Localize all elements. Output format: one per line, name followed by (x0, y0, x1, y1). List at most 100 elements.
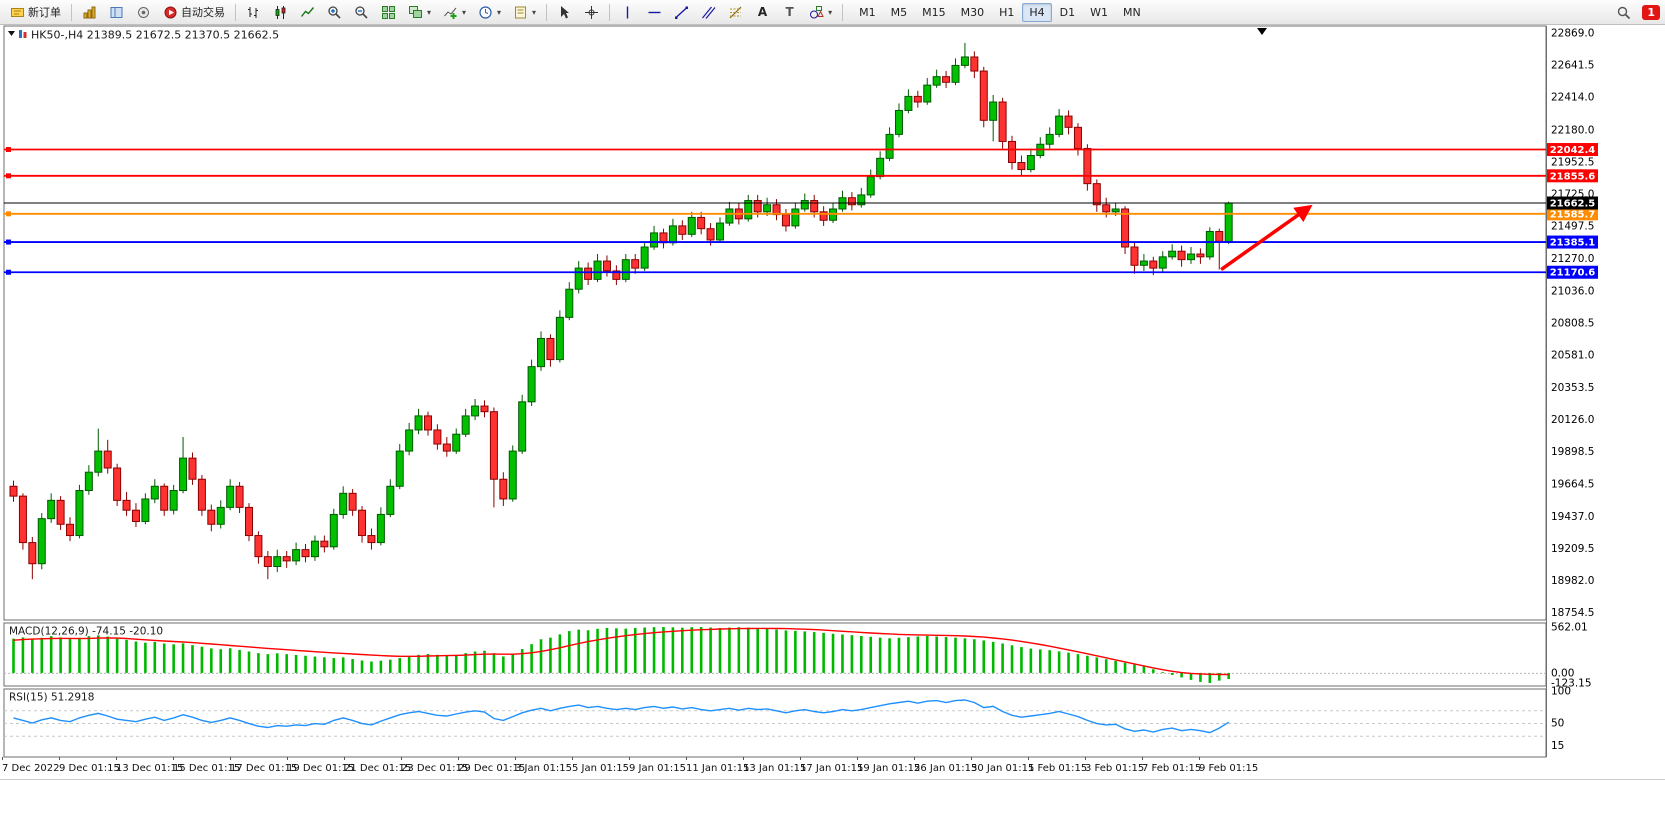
candle (273, 549, 282, 573)
candle (103, 439, 112, 474)
notification-badge[interactable]: 1 (1642, 4, 1660, 20)
chevron-down-icon: ▾ (462, 7, 467, 17)
candle (461, 408, 470, 438)
candle (358, 505, 367, 543)
timeframe-MN[interactable]: MN (1122, 5, 1141, 19)
cursor-button[interactable] (552, 3, 577, 22)
text-button[interactable]: A (750, 3, 775, 22)
line-handle[interactable] (6, 147, 11, 153)
chart-title-overlay: HK50-,H4 21389.5 21672.5 21370.5 21662.5 (31, 29, 279, 42)
candle (9, 480, 18, 502)
candle (480, 400, 489, 418)
bar-chart-button[interactable] (241, 3, 266, 22)
horizontal-line-button[interactable] (642, 3, 667, 22)
candle (188, 452, 197, 485)
separator (842, 3, 844, 21)
horizontal-lines-layer[interactable] (4, 147, 1546, 275)
zoom-out-button[interactable] (349, 3, 374, 22)
candle (942, 71, 951, 88)
price-box-label: 21170.6 (1550, 268, 1596, 279)
timeframe-M30[interactable]: M30 (960, 5, 985, 19)
market-watch-button[interactable] (77, 3, 102, 22)
candle (1055, 109, 1064, 138)
trend-arrow[interactable] (1220, 204, 1313, 271)
rsi-label: RSI(15) 51.2918 (9, 692, 94, 704)
timeframe-M5[interactable]: M5 (890, 5, 908, 19)
time-axis-label: 11 Jan 01:15 (686, 763, 749, 774)
time-axis-label: 1 Feb 01:15 (1028, 763, 1087, 774)
auto-trading-button[interactable]: 自动交易 (158, 2, 230, 22)
terminal-button[interactable] (131, 3, 156, 22)
candle (518, 394, 527, 454)
time-axis-label: 9 Feb 01:15 (1199, 763, 1258, 774)
candle (169, 484, 178, 515)
candle (37, 513, 46, 570)
search-button[interactable] (1611, 3, 1636, 22)
candle (697, 211, 706, 235)
price-box-label: 21585.7 (1550, 209, 1596, 220)
fibonacci-icon (728, 5, 743, 20)
time-axis-label: 26 Jan 01:15 (914, 763, 977, 774)
timeframe-H4[interactable]: H4 (1022, 2, 1052, 22)
candle (245, 503, 253, 542)
shapes-button[interactable]: ▾ (804, 3, 837, 22)
text-icon: A (757, 5, 768, 19)
candle (791, 203, 800, 229)
price-axis[interactable]: 22869.022641.522414.022180.021952.521725… (1547, 28, 1598, 619)
scroll-end-marker[interactable] (1257, 28, 1267, 35)
line-handle[interactable] (6, 269, 11, 275)
trendline-icon (674, 5, 689, 20)
time-axis-label: 19 Dec 01:15 (287, 763, 354, 774)
candle (1158, 251, 1167, 273)
price-axis-label: 22180.0 (1551, 125, 1594, 137)
new-order-button[interactable]: 新订单 (5, 2, 66, 22)
text-label-button[interactable]: T (777, 3, 802, 22)
candle (612, 265, 621, 285)
channel-button[interactable] (696, 3, 721, 22)
zoom-in-button[interactable] (322, 3, 347, 22)
candlestick-chart-button[interactable] (268, 3, 293, 22)
line-handle[interactable] (6, 211, 11, 217)
cascade-windows-icon (408, 5, 423, 20)
navigator-button[interactable] (104, 3, 129, 22)
timeframe-M1[interactable]: M1 (859, 5, 876, 19)
candle (1177, 245, 1186, 267)
timeframe-D1[interactable]: D1 (1059, 5, 1076, 19)
chart-icon (19, 30, 27, 38)
vertical-line-button[interactable] (615, 3, 640, 22)
candle (235, 482, 244, 514)
timeframe-M15[interactable]: M15 (922, 5, 946, 19)
macd-axis-label: 562.01 (1551, 622, 1588, 634)
candle (584, 262, 593, 285)
channel-icon (701, 5, 716, 20)
periods-button[interactable]: ▾ (473, 3, 506, 22)
tile-windows-button[interactable] (376, 3, 401, 22)
cascade-windows-button[interactable]: ▾ (403, 3, 436, 22)
line-handle[interactable] (6, 239, 11, 245)
tile-windows-icon (381, 5, 396, 20)
time-axis-label: 9 Dec 01:15 (59, 763, 120, 774)
candle (197, 475, 206, 516)
trendline-button[interactable] (669, 3, 694, 22)
timeframe-W1[interactable]: W1 (1090, 5, 1108, 19)
candle (329, 508, 338, 550)
candle (565, 282, 574, 321)
candle (1008, 135, 1017, 170)
candle (1092, 179, 1101, 212)
line-chart-button[interactable] (295, 3, 320, 22)
annotations-layer (1220, 204, 1313, 271)
candle (452, 428, 461, 454)
indicators-button[interactable]: ▾ (438, 3, 471, 22)
time-axis-label: 9 Jan 01:15 (629, 763, 686, 774)
line-handle[interactable] (6, 173, 11, 179)
chart-menu-icon[interactable] (8, 31, 15, 36)
crosshair-button[interactable] (579, 3, 604, 22)
auto-trading-label: 自动交易 (181, 6, 225, 19)
time-axis-label: 13 Dec 01:15 (116, 763, 183, 774)
search-icon (1616, 5, 1631, 20)
timeframe-H1[interactable]: H1 (999, 5, 1015, 19)
candle (301, 543, 310, 563)
templates-button[interactable]: ▾ (508, 3, 541, 22)
fibonacci-button[interactable] (723, 3, 748, 22)
